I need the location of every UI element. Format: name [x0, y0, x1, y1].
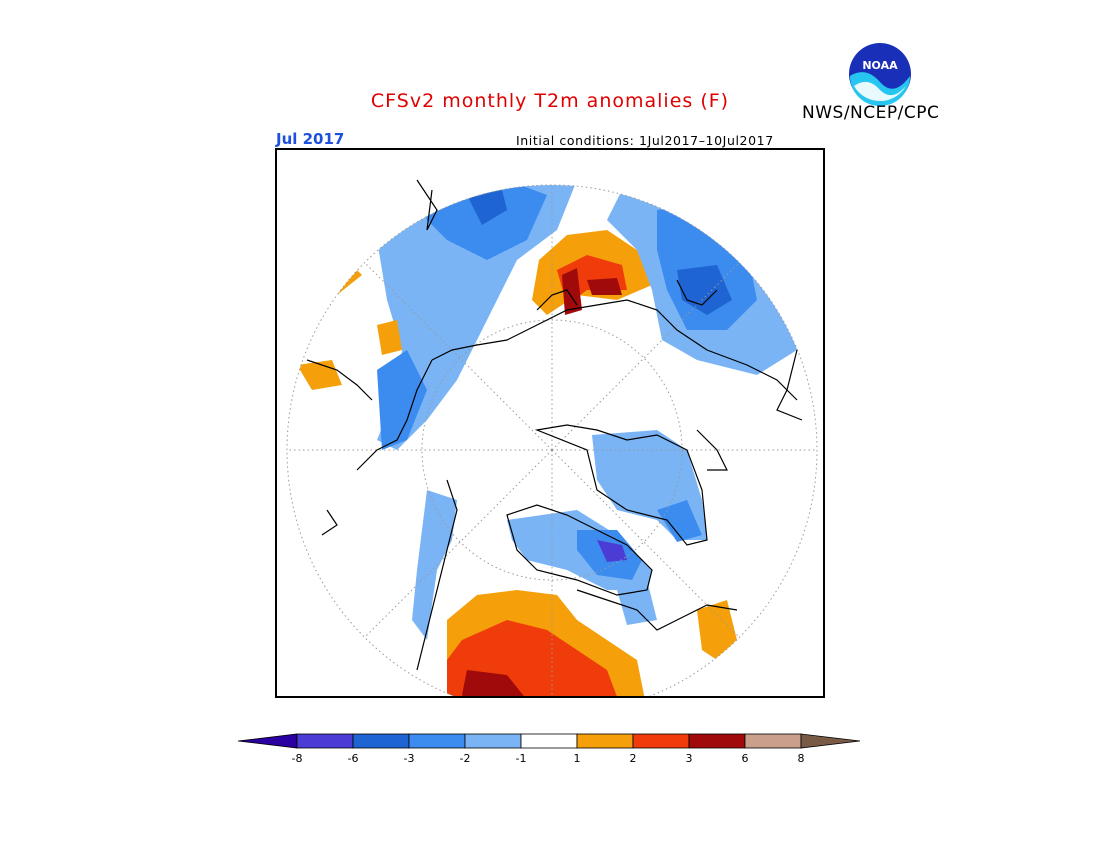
colorbar-tick: -2 [459, 752, 471, 765]
initial-conditions: Initial conditions: 1Jul2017–10Jul2017 [516, 133, 774, 148]
colorbar [237, 733, 862, 753]
colorbar-tick: 2 [629, 752, 637, 765]
colorbar-high-arrow [800, 733, 861, 749]
colorbar-bin [520, 733, 578, 749]
colorbar-tick: 8 [797, 752, 805, 765]
colorbar-bin [464, 733, 522, 749]
noaa-logo-text: NOAA [862, 59, 898, 72]
colorbar-bin [688, 733, 746, 749]
colorbar-tick: -3 [403, 752, 415, 765]
colorbar-bin [744, 733, 802, 749]
colorbar-bin [296, 733, 354, 749]
coastlines [306, 179, 803, 671]
colorbar-bin [408, 733, 466, 749]
colorbar-bin [632, 733, 690, 749]
colorbar-low-arrow [237, 733, 298, 749]
anomaly-map-svg [286, 179, 818, 696]
polar-map [275, 148, 825, 698]
colorbar-tick: -8 [291, 752, 303, 765]
colorbar-tick: -1 [515, 752, 527, 765]
colorbar-bin [576, 733, 634, 749]
colorbar-bin [352, 733, 410, 749]
colorbar-svg [237, 733, 861, 749]
agency-label: NWS/NCEP/CPC [802, 103, 940, 123]
map-title: CFSv2 monthly T2m anomalies (F) [370, 90, 730, 112]
colorbar-tick: -6 [347, 752, 359, 765]
colorbar-tick: 6 [741, 752, 749, 765]
colorbar-tick: 3 [685, 752, 693, 765]
colorbar-tick: 1 [573, 752, 581, 765]
noaa-logo: NOAA [848, 42, 912, 106]
forecast-month: Jul 2017 [276, 130, 345, 148]
